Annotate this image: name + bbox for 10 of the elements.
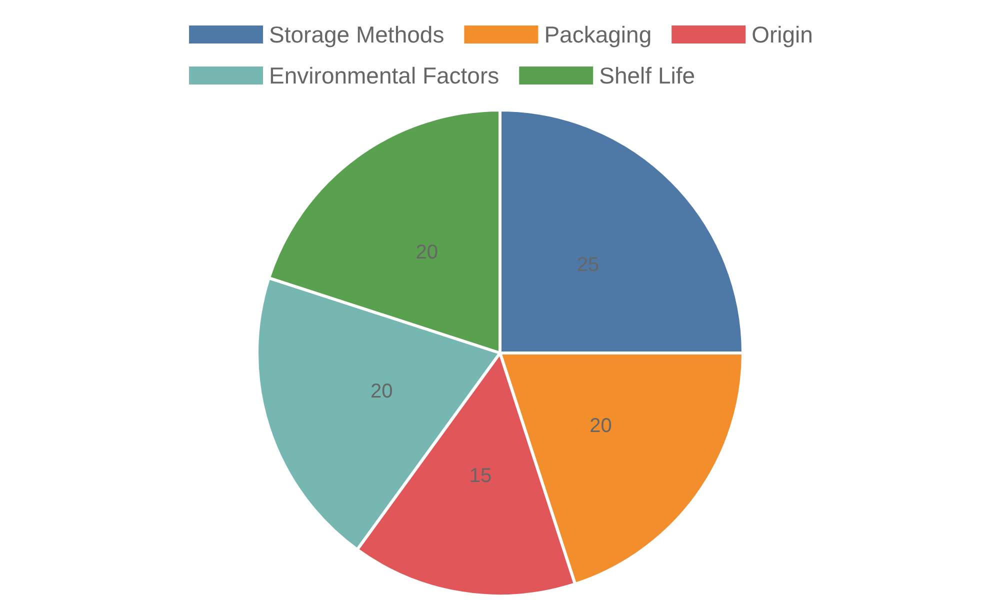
- data-label: 25: [576, 254, 600, 276]
- legend-label: Storage Methods: [269, 22, 444, 48]
- data-label: 20: [416, 241, 438, 264]
- legend-label: Origin: [752, 22, 813, 48]
- legend-label: Packaging: [544, 22, 652, 48]
- data-label: 20: [370, 380, 393, 402]
- legend-label: Environmental Factors: [269, 62, 500, 88]
- data-label: 15: [469, 464, 492, 487]
- data-label: 20: [590, 415, 612, 438]
- legend-label: Shelf Life: [599, 62, 696, 88]
